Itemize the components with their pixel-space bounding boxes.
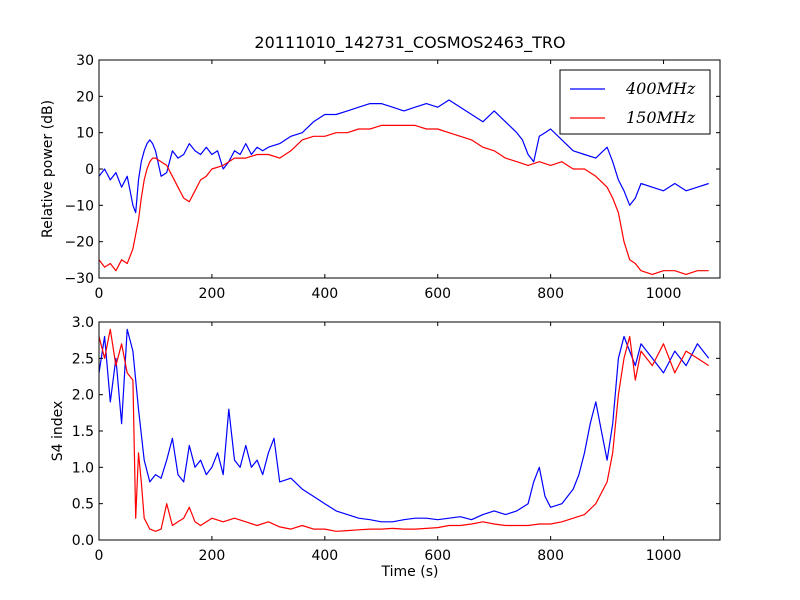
- bottom-y-axis-label: S4 index: [50, 401, 66, 462]
- top-y-axis-label: Relative power (dB): [40, 100, 56, 238]
- top-series-line-150mhz: [99, 124, 709, 275]
- top-axes-frame: [98, 59, 721, 279]
- top-y-tick-label: −10: [64, 198, 94, 214]
- bottom-x-tick-label: 800: [537, 548, 564, 564]
- top-x-tick-label: 400: [311, 286, 338, 302]
- bottom-y-tick-label: 2.5: [72, 351, 94, 367]
- bottom-x-tick-label: 600: [424, 548, 451, 564]
- bottom-x-tick-label: 0: [95, 548, 104, 564]
- legend: 400MHz 150MHz: [559, 69, 711, 135]
- bottom-series-line-400mhz: [99, 328, 710, 523]
- top-x-tick-label: 600: [424, 286, 451, 302]
- bottom-axes-frame: [98, 321, 721, 541]
- legend-label-150mhz: 150MHz: [626, 108, 696, 127]
- top-ticks-group: 0 200 400 600 800 1000 −30 −20 −10 0 10 20 30: [64, 53, 720, 302]
- bottom-x-tick-label: 1000: [646, 548, 682, 564]
- bottom-series-line-150mhz: [99, 328, 710, 532]
- top-y-tick-label: −30: [64, 271, 94, 287]
- top-series-line-400mhz: [99, 99, 709, 214]
- bottom-series-group: [99, 328, 710, 532]
- panel-s4-index: 0 200 400 600 800 1000 0.0 0.5 1.0 1.5 2.0 2.5 3.0 S…: [50, 315, 721, 580]
- top-y-tick-label: 20: [76, 89, 94, 105]
- bottom-y-tick-label: 0.5: [72, 497, 94, 513]
- top-y-tick-label: 10: [76, 126, 94, 142]
- top-x-tick-label: 800: [537, 286, 564, 302]
- legend-box: [559, 69, 711, 135]
- chart-title: 20111010_142731_COSMOS2463_TRO: [254, 33, 565, 53]
- top-series-group: [99, 99, 709, 275]
- bottom-y-tick-label: 2.0: [72, 388, 94, 404]
- bottom-x-tick-label: 200: [199, 548, 226, 564]
- bottom-y-tick-label: 1.0: [72, 460, 94, 476]
- bottom-x-tick-label: 400: [311, 548, 338, 564]
- top-x-tick-label: 1000: [646, 286, 682, 302]
- bottom-y-tick-label: 3.0: [72, 315, 94, 331]
- top-y-tick-label: 30: [76, 53, 94, 69]
- legend-label-400mhz: 400MHz: [625, 79, 696, 98]
- top-x-tick-label: 0: [95, 286, 104, 302]
- top-y-tick-label: −20: [64, 235, 94, 251]
- bottom-y-tick-label: 1.5: [72, 424, 94, 440]
- x-axis-label: Time (s): [381, 564, 439, 580]
- bottom-y-tick-label: 0.0: [72, 533, 94, 549]
- panel-relative-power: 0 200 400 600 800 1000 −30 −20 −10 0 10 20 30 Relati…: [40, 53, 721, 302]
- top-y-tick-label: 0: [85, 162, 94, 178]
- top-x-tick-label: 200: [199, 286, 226, 302]
- bottom-ticks-group: 0 200 400 600 800 1000 0.0 0.5 1.0 1.5 2.0 2.5 3.0: [72, 315, 720, 564]
